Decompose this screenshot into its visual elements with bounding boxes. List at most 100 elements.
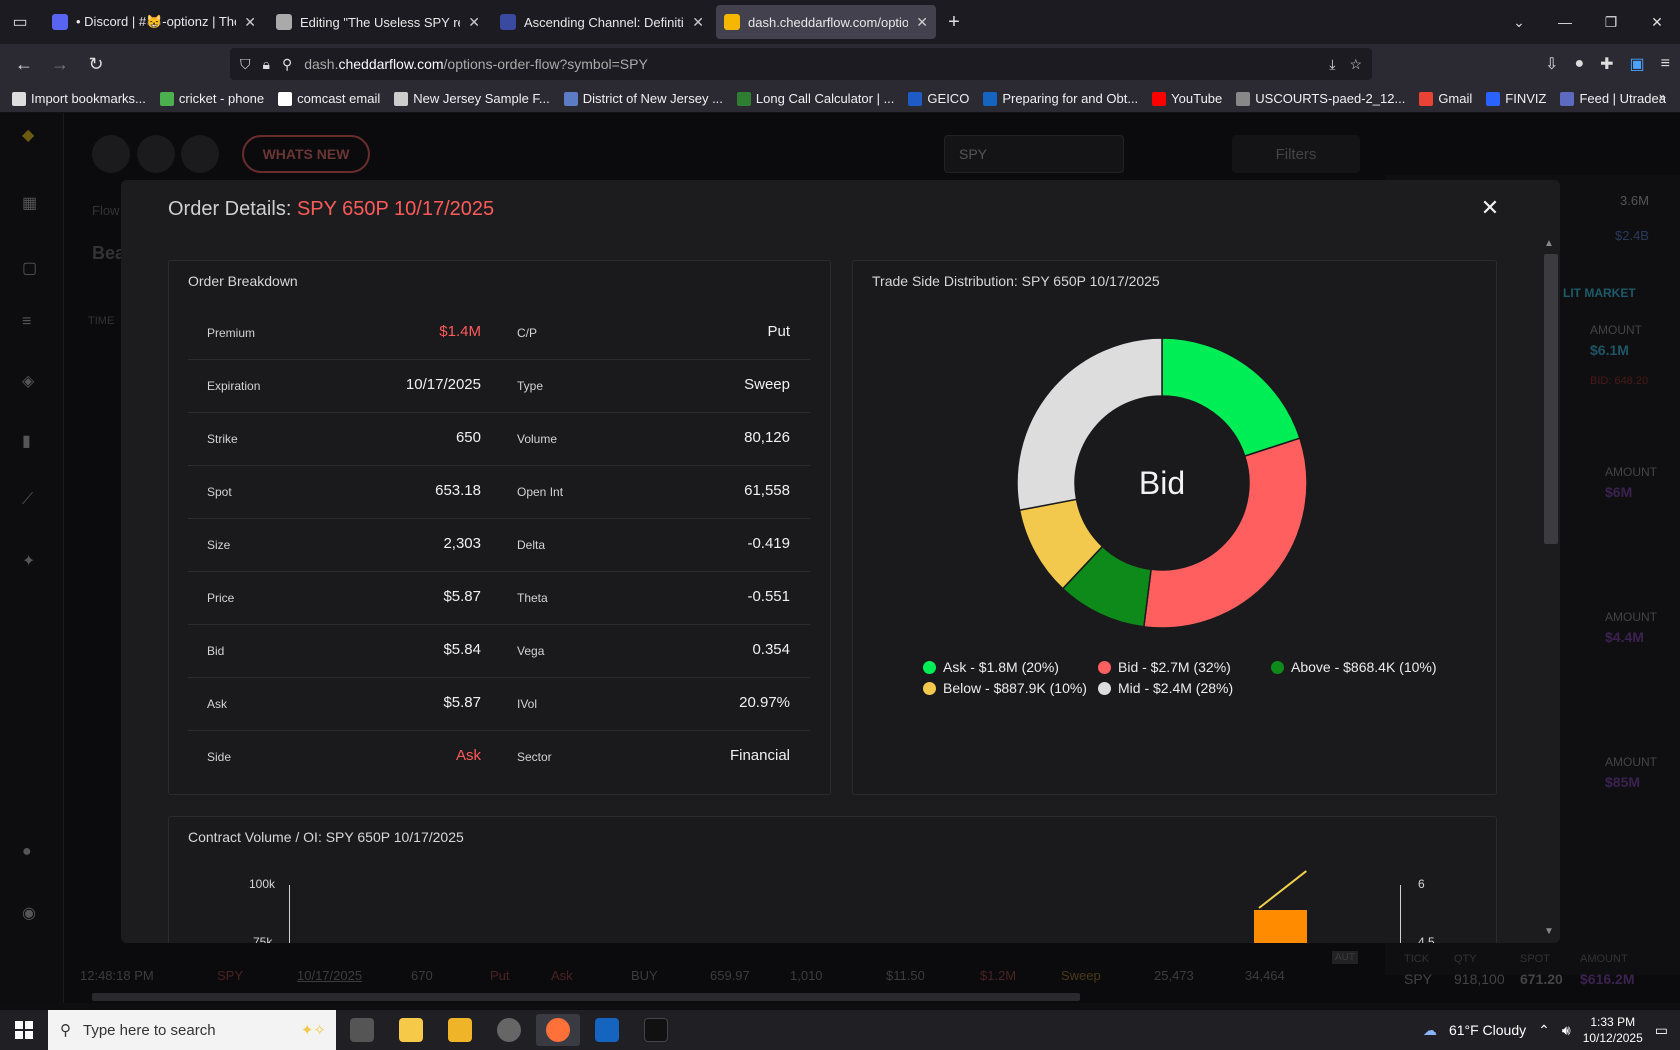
volume-icon[interactable]: 🔊︎ xyxy=(1561,1021,1571,1038)
whats-new-button[interactable]: WHATS NEW xyxy=(242,135,370,173)
shield-icon[interactable]: ⛉ xyxy=(240,55,251,72)
browser-tab[interactable]: Ascending Channel: Definition, ✕ xyxy=(492,5,712,39)
donut-slice-bid[interactable] xyxy=(1142,437,1308,629)
bookmark-item[interactable]: USCOURTS-paed-2_12... xyxy=(1236,91,1405,106)
download-icon[interactable] xyxy=(181,135,219,173)
minimize-button[interactable]: — xyxy=(1558,14,1572,30)
tab-close-icon[interactable]: ✕ xyxy=(692,13,704,30)
theme-icon[interactable]: ● xyxy=(22,843,32,860)
close-icon[interactable]: ✕ xyxy=(1480,195,1500,220)
symbol-search-input[interactable]: SPY xyxy=(944,135,1124,173)
bar-chart-icon[interactable]: ▮ xyxy=(22,433,31,450)
lock-icon[interactable]: 🔒︎ xyxy=(262,55,270,72)
bookmark-item[interactable]: Import bookmarks... xyxy=(12,91,146,106)
y-tick-left: 75k xyxy=(253,935,273,943)
field-label: Vega xyxy=(517,644,545,658)
bookmarks-overflow-icon[interactable]: » xyxy=(1658,89,1666,104)
bookmark-item[interactable]: FINVIZ xyxy=(1486,91,1546,106)
sound-icon[interactable] xyxy=(137,135,175,173)
extensions-icon[interactable]: ✚ xyxy=(1600,56,1614,73)
tab-close-icon[interactable]: ✕ xyxy=(916,13,928,30)
bookmark-item[interactable]: Preparing for and Obt... xyxy=(983,91,1138,106)
scroll-down-icon[interactable]: ▼ xyxy=(1544,926,1554,937)
legend-item-below[interactable]: Below - $887.9K (10%) xyxy=(923,680,1087,696)
weather-icon[interactable]: ☁ xyxy=(1422,1021,1437,1038)
scroll-thumb[interactable] xyxy=(1544,254,1558,544)
legend-item-bid[interactable]: Bid - $2.7M (32%) xyxy=(1098,659,1231,675)
forward-button[interactable]: → xyxy=(51,54,69,74)
restore-button[interactable]: ❐ xyxy=(1604,13,1618,30)
save-to-pocket-icon[interactable]: ⤓ xyxy=(1329,55,1336,72)
chevron-up-icon[interactable]: ⌃ xyxy=(1538,1021,1550,1038)
amount-value: $6M xyxy=(1605,484,1633,500)
legend-item-above[interactable]: Above - $868.4K (10%) xyxy=(1271,659,1437,675)
scroll-up-icon[interactable]: ▲ xyxy=(1544,238,1554,249)
mail-app[interactable] xyxy=(585,1014,629,1046)
row-tag: AUT xyxy=(1332,951,1358,964)
tradingview-app[interactable] xyxy=(634,1014,678,1046)
tab-list-icon[interactable]: ▭ xyxy=(12,14,28,31)
modal-scrollbar[interactable]: ▲ ▼ xyxy=(1540,236,1560,943)
bookmark-favicon-icon xyxy=(1560,91,1575,106)
tab-close-icon[interactable]: ✕ xyxy=(244,13,256,30)
bookmark-item[interactable]: New Jersey Sample F... xyxy=(394,91,550,106)
user-icon[interactable]: ◉ xyxy=(22,905,36,922)
legend-item-ask[interactable]: Ask - $1.8M (20%) xyxy=(923,659,1059,675)
bookmark-item[interactable]: Long Call Calculator | ... xyxy=(736,91,894,106)
row-premium: $1.2M xyxy=(980,967,1017,983)
horizontal-scrollbar[interactable] xyxy=(92,993,1080,1001)
list-all-tabs-icon[interactable]: ⌄ xyxy=(1513,13,1525,30)
sticky-notes-app[interactable] xyxy=(389,1014,433,1046)
search-placeholder: Type here to search xyxy=(83,1021,216,1039)
bookmark-item[interactable]: GEICO xyxy=(908,91,969,106)
bookmarks-bar: Import bookmarks... cricket - phone comcas… xyxy=(0,85,1680,113)
start-button[interactable] xyxy=(0,1010,48,1050)
back-button[interactable]: ← xyxy=(15,54,33,74)
extension-badge-icon[interactable]: ▣ xyxy=(1629,56,1645,73)
permissions-icon[interactable]: ⚲ xyxy=(281,55,293,72)
flow-table-row[interactable]: 12:48:18 PM SPY 10/17/2025 670 Put Ask B… xyxy=(64,951,1404,993)
bookmark-star-icon[interactable]: ☆ xyxy=(1349,55,1362,72)
lightbulb-icon[interactable]: ✦ xyxy=(22,553,36,570)
close-window-button[interactable]: ✕ xyxy=(1651,13,1663,30)
browser-tab[interactable]: • Discord | #😸-optionz | The U ✕ xyxy=(44,5,264,39)
bookmark-item[interactable]: Feed | Utradea xyxy=(1560,91,1666,106)
list-icon[interactable]: ≡ xyxy=(22,313,32,330)
tab-close-icon[interactable]: ✕ xyxy=(468,13,480,30)
notifications-icon[interactable]: ▭ xyxy=(1654,1021,1668,1038)
layers-icon[interactable]: ◈ xyxy=(22,373,35,390)
bookmark-item[interactable]: YouTube xyxy=(1152,91,1222,106)
file-explorer-app[interactable] xyxy=(438,1014,482,1046)
weather-text[interactable]: 61°F Cloudy xyxy=(1448,1022,1527,1038)
bookmark-label: YouTube xyxy=(1171,91,1223,106)
address-bar[interactable]: ⛉ 🔒︎ ⚲ dash.cheddarflow.com/options-orde… xyxy=(230,48,1372,80)
settings-app[interactable] xyxy=(487,1014,531,1046)
filters-button[interactable]: Filters xyxy=(1232,135,1360,173)
account-icon[interactable]: ● xyxy=(1574,55,1585,72)
legend-label: Ask - $1.8M (20%) xyxy=(943,659,1059,675)
menu-icon[interactable]: ≡ xyxy=(1660,55,1670,72)
legend-item-mid[interactable]: Mid - $2.4M (28%) xyxy=(1098,680,1233,696)
calculator-app[interactable] xyxy=(340,1014,384,1046)
bookmark-item[interactable]: Gmail xyxy=(1419,91,1472,106)
ai-icon[interactable] xyxy=(92,135,130,173)
reload-button[interactable]: ↻ xyxy=(88,54,104,74)
calendar-icon[interactable]: ▢ xyxy=(22,260,38,277)
browser-tab[interactable]: dash.cheddarflow.com/options- ✕ xyxy=(716,5,936,39)
browser-tab[interactable]: Editing "The Useless SPY report ✕ xyxy=(268,5,488,39)
taskbar-search[interactable]: ⚲ Type here to search ✦✧ xyxy=(48,1010,336,1050)
new-tab-button[interactable]: + xyxy=(948,10,960,33)
dashboard-icon[interactable]: ▦ xyxy=(22,195,38,212)
bookmark-item[interactable]: comcast email xyxy=(278,91,380,106)
firefox-app[interactable] xyxy=(536,1014,580,1046)
downloads-icon[interactable]: ⇩ xyxy=(1545,56,1559,73)
line-chart-icon[interactable]: ⟋ xyxy=(22,491,34,508)
bookmark-item[interactable]: District of New Jersey ... xyxy=(563,91,723,106)
field-value: 650 xyxy=(455,429,481,446)
field-label: Side xyxy=(207,750,232,764)
donut-slice-mid[interactable] xyxy=(1016,337,1163,512)
flow-tab[interactable]: Flow xyxy=(92,203,120,218)
field-label: Delta xyxy=(517,538,546,552)
clock[interactable]: 1:33 PM 10/12/2025 xyxy=(1582,1015,1643,1045)
bookmark-item[interactable]: cricket - phone xyxy=(159,91,264,106)
